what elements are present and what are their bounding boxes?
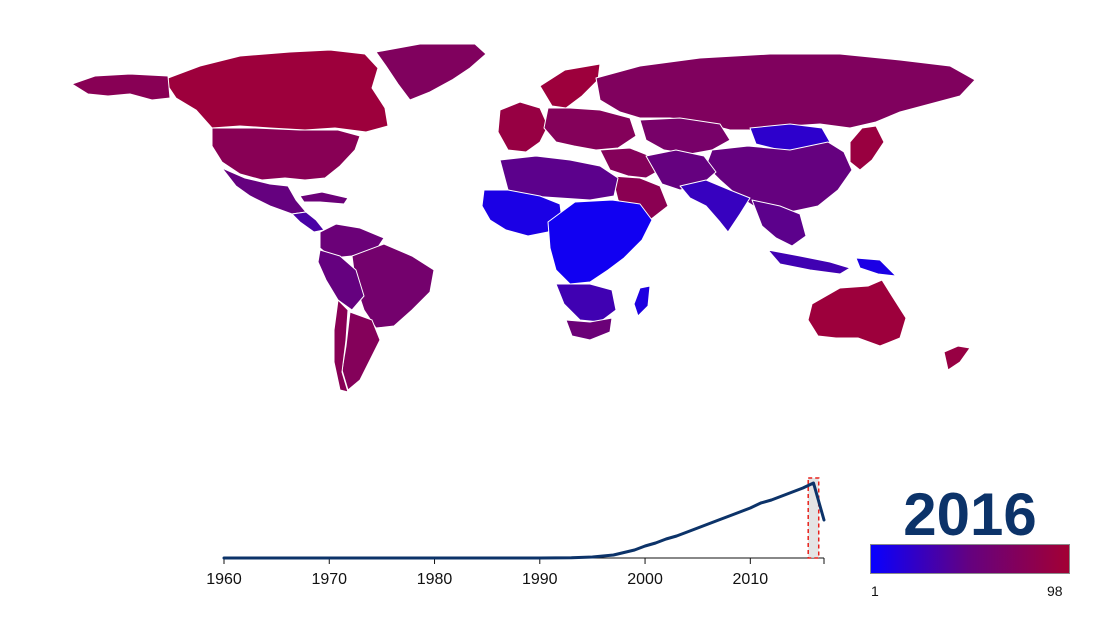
region-papua-new-guinea[interactable] (855, 257, 897, 277)
map-regions (71, 43, 976, 393)
region-greenland[interactable] (375, 43, 487, 101)
x-tick-label: 1970 (311, 571, 347, 588)
x-tick-label: 1980 (417, 571, 453, 588)
region-middle-east[interactable] (599, 147, 661, 179)
color-scale-legend (870, 544, 1070, 574)
current-year-label: 2016 (903, 481, 1037, 548)
x-tick-label: 1990 (522, 571, 558, 588)
region-chile[interactable] (333, 299, 349, 393)
region-india-south-asia[interactable] (679, 179, 751, 233)
year-selection-marker[interactable] (807, 477, 820, 559)
region-peru-bolivia[interactable] (317, 249, 365, 311)
region-south-africa[interactable] (565, 317, 613, 341)
region-caribbean[interactable] (299, 191, 349, 205)
region-canada[interactable] (167, 49, 389, 133)
region-united-states[interactable] (211, 127, 361, 181)
region-indonesia[interactable] (767, 249, 851, 275)
region-eastern-europe[interactable] (543, 107, 637, 151)
region-central-east-africa[interactable] (547, 199, 653, 285)
region-southeast-asia[interactable] (751, 199, 807, 247)
series-line-0 (222, 481, 826, 560)
timeline-ticks: 1960 1970 1980 1990 2000 2010 (206, 558, 825, 588)
x-tick-label: 2010 (733, 571, 769, 588)
region-brazil[interactable] (351, 243, 435, 329)
world-map (71, 43, 976, 393)
region-japan[interactable] (849, 125, 885, 171)
x-tick-label: 2000 (627, 571, 663, 588)
region-scandinavia[interactable] (539, 63, 601, 109)
region-australia[interactable] (807, 279, 907, 347)
region-western-europe[interactable] (497, 101, 549, 153)
selected-year-highlight[interactable] (807, 477, 820, 559)
legend-min-label: 1 (871, 583, 879, 599)
timeline-series (222, 481, 826, 560)
region-new-zealand[interactable] (943, 345, 971, 371)
region-russia[interactable] (595, 53, 976, 131)
x-tick-label: 1960 (206, 571, 242, 588)
region-west-africa[interactable] (481, 189, 563, 237)
region-madagascar[interactable] (633, 285, 651, 317)
legend-max-label: 98 (1047, 583, 1063, 599)
region-southern-africa[interactable] (555, 283, 617, 323)
region-iran-afghanistan[interactable] (645, 149, 717, 191)
region-alaska[interactable] (71, 73, 171, 101)
